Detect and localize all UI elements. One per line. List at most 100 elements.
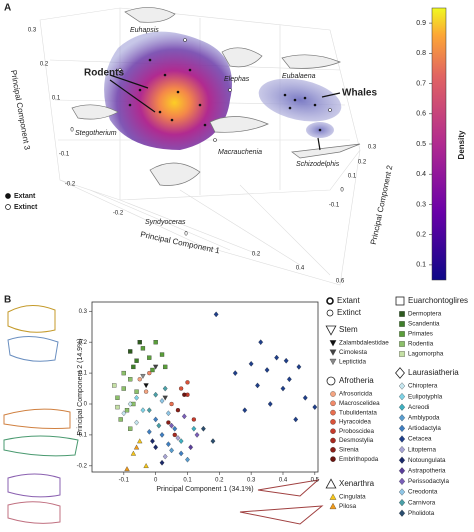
data-point (286, 376, 292, 383)
x-tick-label: 0.3 (247, 478, 256, 484)
legend-label: Zalambdalestidae (339, 340, 389, 347)
legend-group: Stem (339, 325, 358, 334)
data-point (127, 401, 133, 407)
legend-group-marker (395, 367, 405, 379)
axis-label: Principal Component 2 (369, 164, 395, 246)
legend-label: Astrapotheria (408, 467, 446, 474)
data-point (162, 385, 168, 392)
tick-label: -0.1 (59, 152, 70, 158)
data-point (137, 377, 142, 382)
legend-group: Euarchontoglires (408, 296, 468, 305)
data-point (178, 450, 184, 457)
panel-label: B (4, 295, 11, 306)
legend-marker (399, 351, 405, 357)
x-tick-label: 0.4 (279, 478, 288, 484)
data-point (296, 364, 302, 370)
colorbar-tick-label: 0.2 (416, 232, 426, 239)
data-point (143, 383, 149, 389)
legend-marker (398, 392, 406, 401)
data-point (162, 395, 168, 401)
legend-label: Lagomorpha (408, 351, 444, 358)
legend-label: Proboscidea (339, 428, 375, 435)
data-point (121, 386, 126, 391)
data-point (131, 364, 136, 370)
panel-b-skulls (3, 305, 324, 525)
tick-label: 0.3 (368, 145, 377, 151)
legend-label: Amblypoda (408, 414, 440, 421)
data-point (130, 450, 137, 456)
legend-label: Creodonta (408, 489, 438, 496)
legend-marker (398, 445, 406, 454)
legend-label: Hyracoidea (339, 419, 371, 426)
y-tick-label: 0.1 (79, 371, 88, 377)
data-point (159, 459, 165, 466)
legend-label: Cingulata (339, 494, 366, 501)
data-point (178, 438, 184, 444)
legend-marker (398, 382, 406, 390)
x-tick-label: 0 (154, 478, 158, 484)
data-point (181, 413, 187, 420)
legend-marker (330, 447, 336, 453)
legend-label: Chiroptera (408, 383, 438, 390)
y-tick-label: 0.2 (79, 340, 88, 346)
data-point (312, 404, 318, 410)
data-point (175, 435, 181, 441)
colorbar-title: Density (457, 130, 466, 159)
y-tick-label: -0.2 (77, 463, 88, 469)
tick-label: 0 (340, 188, 344, 194)
legend-marker (398, 498, 406, 507)
tick-label: 0 (70, 128, 74, 134)
tick-label: 0.2 (40, 62, 49, 68)
tick-label: -0.2 (113, 211, 124, 217)
data-point (134, 358, 139, 363)
x-tick-label: 0.5 (311, 478, 320, 484)
legend-group-marker (325, 325, 337, 336)
data-point (242, 407, 248, 414)
colorbar-tick-label: 0.5 (416, 141, 426, 148)
taxon-label: Stegotherium (75, 130, 117, 137)
legend-group: Laurasiatheria (408, 368, 459, 377)
legend-marker (330, 456, 336, 462)
legend-group: Xenarthra (339, 479, 375, 488)
data-point (128, 377, 133, 382)
data-point (185, 456, 190, 463)
data-point (143, 463, 149, 468)
data-point (140, 346, 146, 351)
legend-group-marker (325, 478, 337, 489)
data-point (274, 354, 280, 361)
data-point (143, 389, 149, 394)
panel-a-points (118, 38, 332, 142)
data-point (163, 364, 168, 370)
legend-marker (329, 493, 337, 500)
data-point (213, 311, 219, 318)
axis-label: Principal Component 3 (9, 69, 32, 151)
taxon-label: Schizodelphis (296, 161, 340, 168)
data-point (178, 386, 184, 391)
legend-label: Litopterna (408, 446, 437, 453)
legend-label: Extant (14, 193, 36, 200)
x-axis-label: Principal Component 1 (34.1%) (156, 486, 253, 493)
data-point (140, 407, 146, 414)
legend-marker (330, 428, 336, 434)
data-point (121, 410, 127, 417)
legend-label: Extinct (14, 204, 38, 211)
legend-marker (399, 321, 405, 327)
y-axis-label: Principal Component 2 (14.9%) (77, 338, 84, 435)
legend-label: Perissodactyla (408, 478, 449, 485)
data-point (162, 453, 168, 460)
legend-marker (329, 358, 337, 366)
data-point (118, 417, 123, 422)
data-point (283, 357, 289, 364)
legend-marker (326, 297, 334, 305)
legend-group-marker (395, 296, 405, 306)
legend-label: Rodentia (408, 341, 434, 348)
panel-label: A (4, 3, 11, 14)
tick-label: 0 (184, 232, 188, 238)
data-point (201, 425, 206, 432)
legend-label: Primates (408, 331, 433, 338)
data-point (134, 389, 139, 394)
colorbar-tick-label: 0.7 (416, 80, 426, 87)
data-point (153, 391, 159, 398)
colorbar-tick-label: 0.8 (416, 50, 426, 57)
